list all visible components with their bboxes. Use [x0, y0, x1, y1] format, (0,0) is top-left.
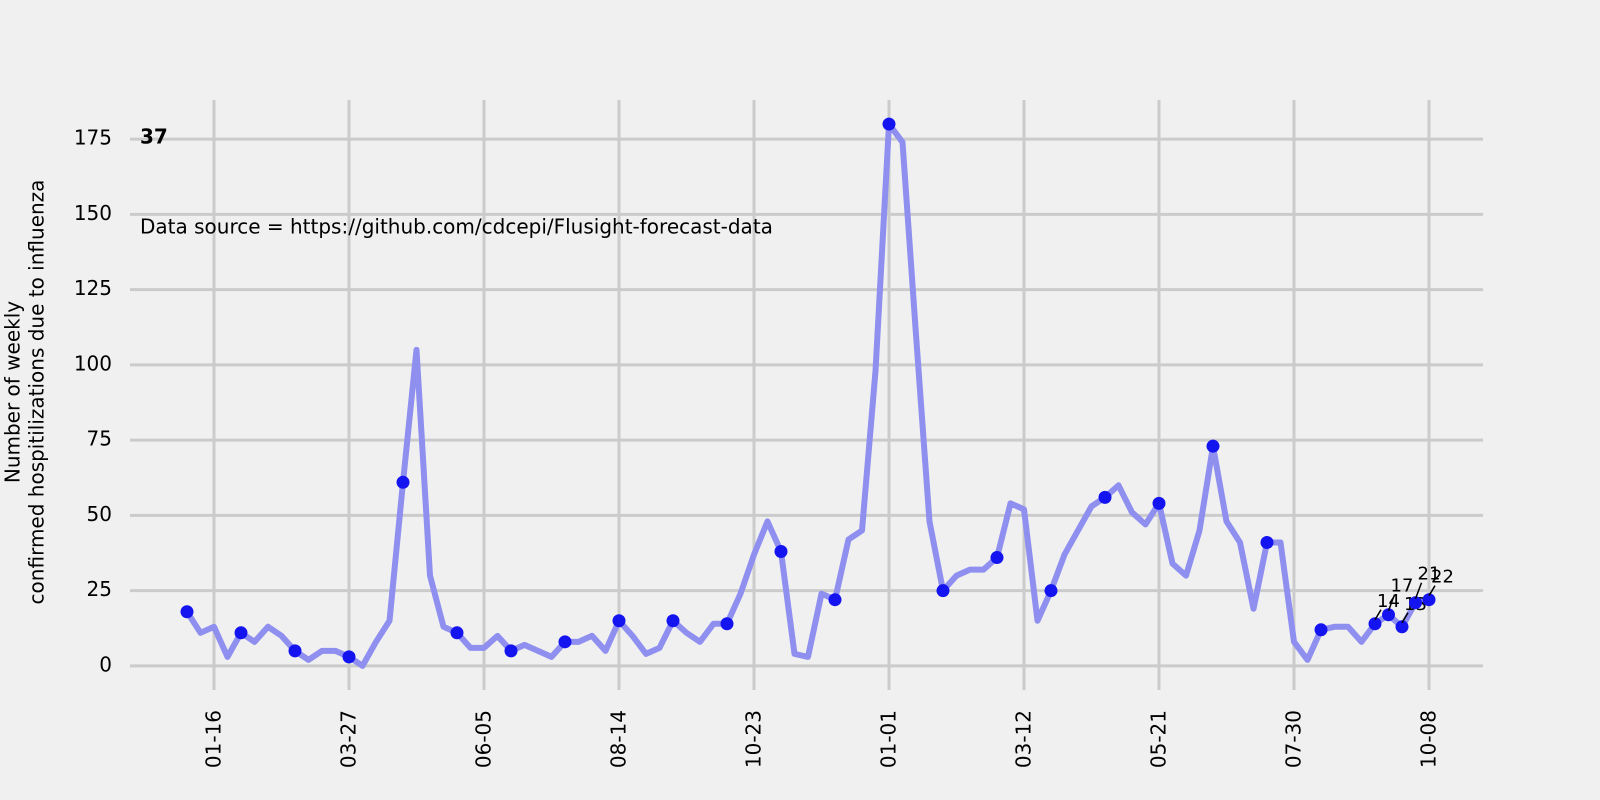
data-point: [828, 593, 842, 607]
grid: [130, 100, 1483, 690]
label-arrow: [1401, 612, 1409, 624]
data-point: [720, 617, 734, 631]
label-arrow: [1428, 585, 1436, 597]
y-axis-label: Number of weekly: [1, 301, 25, 483]
data-point: [558, 635, 572, 649]
data-point: [612, 614, 626, 628]
data-point: [1368, 617, 1382, 631]
y-tick-label: 25: [87, 577, 112, 601]
data-point: [882, 117, 896, 131]
y-tick-label: 75: [87, 427, 112, 451]
chart-title: 37: [140, 125, 168, 149]
y-tick-label: 0: [99, 652, 112, 676]
data-point: [1098, 490, 1112, 504]
y-tick-label: 125: [74, 276, 112, 300]
data-point: [180, 605, 194, 619]
data-point: [234, 626, 248, 640]
label-arrow: [1414, 582, 1423, 599]
data-point: [504, 644, 518, 658]
data-point: [774, 545, 788, 559]
y-tick-label: 150: [74, 201, 112, 225]
x-tick-label: 10-23: [742, 710, 766, 768]
data-point: [342, 650, 356, 664]
x-tick-label: 03-27: [337, 710, 361, 768]
data-point: [1260, 536, 1274, 549]
data-point: [1422, 593, 1436, 607]
y-tick-label: 100: [74, 351, 112, 375]
y-axis-label: confirmed hospitilizations due to influe…: [25, 180, 49, 605]
data-label: 17: [1391, 576, 1414, 597]
x-tick-label: 03-12: [1012, 710, 1036, 768]
x-tick-label: 07-30: [1282, 710, 1306, 768]
data-point: [1206, 439, 1220, 453]
y-tick-label: 175: [74, 126, 112, 150]
x-tick-label: 01-01: [877, 710, 901, 768]
data-point: [1382, 608, 1395, 622]
data-point: [1044, 584, 1058, 598]
data-point: [1314, 623, 1328, 637]
annotation: Data source = https://github.com/cdcepi/…: [140, 215, 773, 239]
label-arrow: [1374, 609, 1382, 621]
label-arrow: [1387, 594, 1396, 612]
plot: 1417132122: [180, 117, 1454, 669]
data-point: [936, 584, 950, 598]
x-tick-label: 05-21: [1147, 710, 1171, 768]
data-point: [396, 475, 410, 489]
x-tick-label: 08-14: [607, 710, 631, 768]
data-point: [666, 614, 680, 628]
data-point: [1409, 596, 1422, 610]
data-point: [1395, 620, 1409, 634]
data-point: [288, 644, 302, 658]
x-tick-label: 06-05: [472, 710, 496, 768]
data-label: 22: [1431, 567, 1454, 588]
data-point: [990, 551, 1004, 565]
data-label: 21: [1418, 564, 1441, 585]
y-tick-label: 50: [87, 502, 112, 526]
data-point: [450, 626, 464, 640]
x-tick-label: 10-08: [1417, 710, 1441, 768]
data-line: [184, 121, 1430, 669]
x-tick-label: 01-16: [202, 710, 226, 768]
data-point: [1152, 496, 1166, 510]
